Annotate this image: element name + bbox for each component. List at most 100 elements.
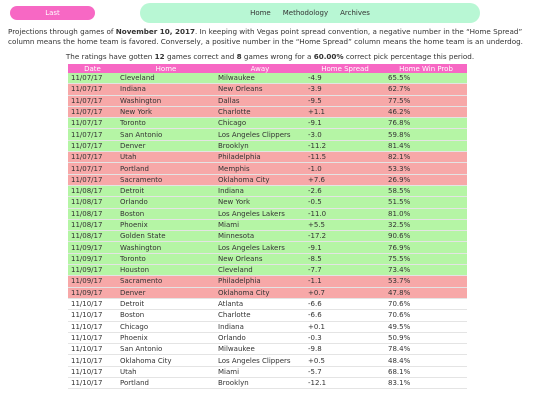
table-cell: -7.7 — [305, 264, 385, 277]
table-row: 11/10/17 Phoenix Orlando -0.3 50.9% — [68, 332, 467, 345]
table-cell: 11/09/17 — [68, 275, 117, 288]
table-cell: 58.5% — [385, 185, 467, 198]
table-cell: Dallas — [215, 95, 305, 107]
table-cell: +0.7 — [305, 287, 385, 299]
table-row: 11/07/17 Toronto Chicago -9.1 76.8% — [68, 117, 467, 130]
table-cell: Milwaukee — [215, 73, 305, 85]
table-cell: 11/07/17 — [68, 106, 117, 119]
table-cell: -6.6 — [305, 298, 385, 311]
summary-part: correct pick percentage this period. — [343, 52, 475, 61]
table-cell: 11/10/17 — [68, 321, 117, 333]
table-cell: +0.1 — [305, 321, 385, 333]
nav-link[interactable]: Home — [250, 9, 271, 17]
nav-link[interactable]: Archives — [340, 9, 370, 17]
table-cell: 11/08/17 — [68, 185, 117, 198]
table-cell: -9.8 — [305, 343, 385, 356]
table-cell: Denver — [117, 287, 215, 299]
table-row: 11/08/17 Golden State Minnesota -17.2 90.6% — [68, 230, 467, 243]
column-header: Home Win Prob — [399, 64, 453, 73]
intro-part: November 10, 2017 — [115, 27, 196, 36]
table-cell: -17.2 — [305, 230, 385, 243]
table-cell: 11/09/17 — [68, 287, 117, 299]
table-cell: 53.3% — [385, 162, 467, 175]
table-cell: +7.6 — [305, 174, 385, 186]
table-cell: Sacramento — [117, 174, 215, 186]
table-cell: 50.9% — [385, 332, 467, 345]
table-cell: 81.0% — [385, 208, 467, 220]
table-cell: 11/10/17 — [68, 298, 117, 311]
table-cell: Miami — [215, 366, 305, 379]
table-cell: -11.5 — [305, 151, 385, 164]
table-cell: -9.1 — [305, 241, 385, 254]
table-cell: 73.4% — [385, 264, 467, 277]
table-row: 11/07/17 Denver Brooklyn -11.2 81.4% — [68, 140, 467, 153]
table-cell: -0.3 — [305, 332, 385, 345]
table-cell: 51.5% — [385, 196, 467, 209]
table-cell: Charlotte — [215, 309, 305, 322]
table-cell: Washington — [117, 95, 215, 107]
table-row: 11/10/17 Oklahoma City Los Angeles Clipper… — [68, 354, 467, 367]
table-cell: 11/08/17 — [68, 219, 117, 232]
table-cell: Phoenix — [117, 219, 215, 232]
table-cell: 11/08/17 — [68, 208, 117, 220]
table-cell: Portland — [117, 162, 215, 175]
table-row: 11/07/17 Utah Philadelphia -11.5 82.1% — [68, 151, 467, 164]
table-row: 11/09/17 Toronto New Orleans -8.5 75.5% — [68, 253, 467, 266]
table-cell: Utah — [117, 366, 215, 379]
table-cell: Boston — [117, 309, 215, 322]
table-cell: +0.5 — [305, 354, 385, 367]
table-cell: Utah — [117, 151, 215, 164]
table-row: 11/10/17 Boston Charlotte -6.6 70.6% — [68, 309, 467, 322]
table-cell: 11/09/17 — [68, 241, 117, 254]
table-row: 11/07/17 San Antonio Los Angeles Clippers -… — [68, 128, 467, 141]
table-cell: Oklahoma City — [117, 354, 215, 367]
table-cell: Chicago — [215, 117, 305, 130]
table-cell: 11/10/17 — [68, 354, 117, 367]
table-cell: Minnesota — [215, 230, 305, 243]
table-row: 11/09/17 Washington Los Angeles Lakers -9.1… — [68, 241, 467, 254]
table-cell: 76.8% — [385, 117, 467, 130]
table-cell: 11/07/17 — [68, 162, 117, 175]
table-cell: 70.6% — [385, 309, 467, 322]
table-cell: Indiana — [215, 185, 305, 198]
table-cell: -3.9 — [305, 83, 385, 96]
last-button[interactable]: Last — [10, 6, 95, 20]
table-row: 11/07/17 Indiana New Orleans -3.9 62.7% — [68, 83, 467, 96]
table-cell: 81.4% — [385, 140, 467, 153]
intro-part: Projections through games of — [8, 27, 116, 36]
table-cell: 26.9% — [385, 174, 467, 186]
table-cell: 11/10/17 — [68, 377, 117, 390]
table-cell: -1.0 — [305, 162, 385, 175]
table-row: 11/10/17 Portland Brooklyn -12.1 83.1% — [68, 377, 467, 390]
table-cell: -4.9 — [305, 73, 385, 85]
table-cell: -11.0 — [305, 208, 385, 220]
table-cell: 11/07/17 — [68, 128, 117, 141]
table-cell: Detroit — [117, 185, 215, 198]
table-cell: 11/09/17 — [68, 253, 117, 266]
summary-text: The ratings have gotten 12 games correct… — [0, 52, 540, 61]
table-cell: 32.5% — [385, 219, 467, 232]
table-cell: Philadelphia — [215, 275, 305, 288]
summary-part: 60.00% — [313, 52, 344, 61]
picks-table: Date Home Away Home Spread Home Win Prob 11/… — [68, 64, 467, 390]
table-cell: 83.1% — [385, 377, 467, 390]
table-cell: Orlando — [215, 332, 305, 345]
table-cell: Los Angeles Clippers — [215, 354, 305, 367]
table-cell: Detroit — [117, 298, 215, 311]
table-row: 11/10/17 Chicago Indiana +0.1 49.5% — [68, 321, 467, 333]
table-cell: Phoenix — [117, 332, 215, 345]
table-cell: Toronto — [117, 117, 215, 130]
nav-link[interactable]: Methodology — [282, 9, 329, 17]
table-cell: Sacramento — [117, 275, 215, 288]
table-cell: Indiana — [117, 83, 215, 96]
table-cell: Los Angeles Lakers — [215, 241, 305, 254]
table-cell: 70.6% — [385, 298, 467, 311]
table-cell: 11/10/17 — [68, 332, 117, 345]
table-cell: 46.2% — [385, 106, 467, 119]
table-cell: Portland — [117, 377, 215, 390]
table-cell: Brooklyn — [215, 140, 305, 153]
table-cell: 11/07/17 — [68, 151, 117, 164]
table-cell: 11/08/17 — [68, 230, 117, 243]
table-cell: 11/08/17 — [68, 196, 117, 209]
